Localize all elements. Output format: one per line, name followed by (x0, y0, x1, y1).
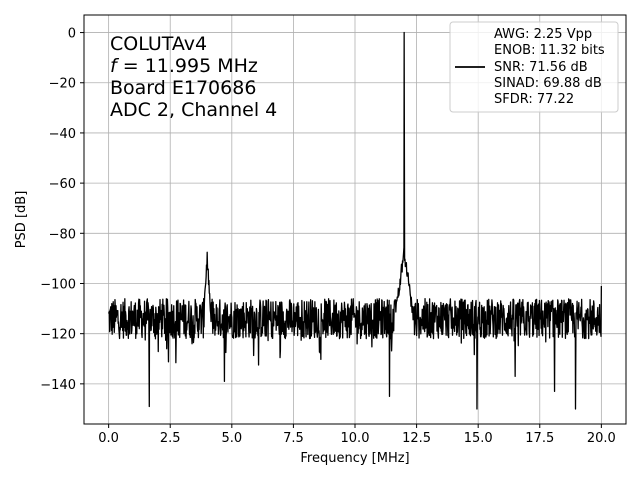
annotation-line-3: Board E170686 (110, 77, 256, 99)
x-tick-label: 17.5 (525, 431, 554, 446)
chart-annotation: COLUTAv4 f = 11.995 MHz Board E170686 AD… (110, 33, 277, 121)
x-tick-label: 7.5 (283, 431, 304, 446)
y-tick-label: −20 (49, 77, 76, 92)
psd-series-line (108, 31, 603, 410)
x-tick-label: 20.0 (587, 431, 616, 446)
x-tick-label: 5.0 (221, 431, 242, 446)
y-tick-label: −40 (49, 127, 76, 142)
legend-line-1: AWG: 2.25 Vpp (494, 27, 592, 42)
y-tick-label: −120 (40, 328, 76, 343)
legend-line-5: SFDR: 77.22 (494, 92, 574, 107)
annotation-frequency: = 11.995 MHz (117, 55, 258, 77)
y-tick-label: −100 (40, 277, 76, 292)
y-tick-label: −80 (49, 227, 76, 242)
x-tick-label: 10.0 (341, 431, 370, 446)
grid (84, 15, 626, 424)
legend-line-4: SINAD: 69.88 dB (494, 76, 602, 91)
x-tick-label: 2.5 (160, 431, 181, 446)
annotation-f-symbol: f (110, 55, 120, 77)
x-tick-label: 15.0 (464, 431, 493, 446)
x-axis-label: Frequency [MHz] (300, 451, 409, 466)
x-ticks: 0.0 2.5 5.0 7.5 10.0 12.5 15.0 17.5 20.0 (98, 424, 616, 446)
legend-line-3: SNR: 71.56 dB (494, 60, 588, 75)
y-tick-label: −140 (40, 378, 76, 393)
annotation-line-2: f = 11.995 MHz (110, 55, 258, 77)
series-layer (108, 31, 603, 410)
legend: AWG: 2.25 Vpp ENOB: 11.32 bits SNR: 71.5… (449, 21, 619, 113)
y-axis-label: PSD [dB] (14, 191, 29, 249)
annotation-line-4: ADC 2, Channel 4 (110, 99, 277, 121)
y-ticks: 0 −20 −40 −60 −80 −100 −120 −140 (40, 27, 84, 393)
y-tick-label: 0 (68, 27, 76, 42)
x-tick-label: 0.0 (98, 431, 119, 446)
legend-box (449, 21, 619, 113)
annotation-line-1: COLUTAv4 (110, 33, 207, 55)
legend-line-2: ENOB: 11.32 bits (494, 43, 605, 58)
y-tick-label: −60 (49, 177, 76, 192)
x-tick-label: 12.5 (402, 431, 431, 446)
